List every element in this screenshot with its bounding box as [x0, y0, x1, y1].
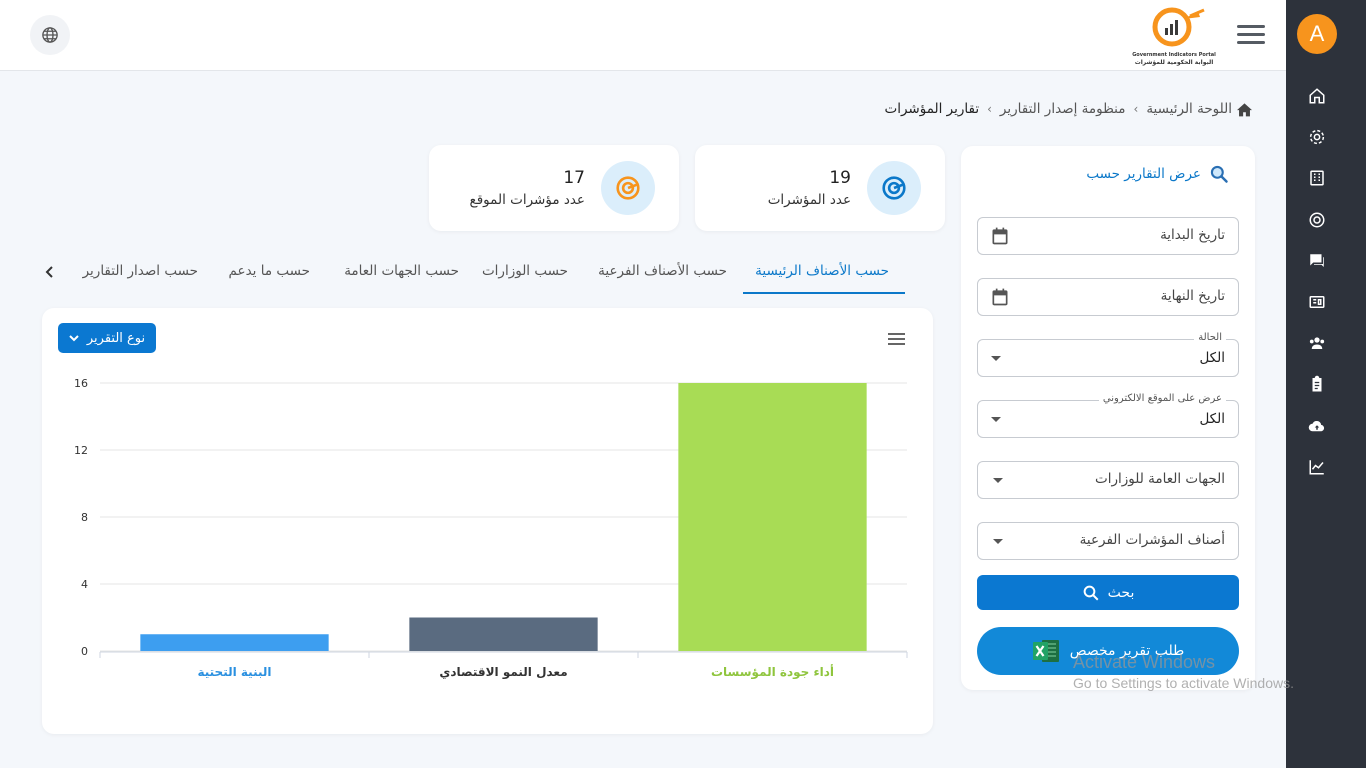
custom-report-button[interactable]: طلب تقرير مخصص [977, 627, 1239, 675]
filter-panel: عرض التقارير حسب تاريخ البداية تاريخ الن… [961, 146, 1255, 690]
x-category-label: أداء جودة المؤسسات [711, 664, 834, 680]
portal-logo[interactable]: Government Indicators Portal البوابة الح… [1132, 5, 1216, 66]
breadcrumb-separator: › [1133, 102, 1139, 116]
stat-card-indicators: 19 عدد المؤشرات [695, 145, 945, 231]
sidebar: A [1286, 0, 1366, 768]
clipboard-icon[interactable] [1307, 374, 1327, 394]
breadcrumb-separator: › [987, 102, 992, 116]
calendar-icon[interactable] [990, 226, 1010, 250]
report-type-dropdown[interactable]: نوع التقرير [58, 323, 156, 353]
bar [409, 617, 598, 651]
search-icon [1082, 584, 1100, 602]
x-category-label: البنية التحتية [197, 665, 271, 679]
status-value: الكل [1199, 350, 1225, 366]
user-avatar[interactable]: A [1297, 14, 1337, 54]
sub-categories-placeholder: أصناف المؤشرات الفرعية [1079, 532, 1225, 548]
end-date-placeholder: تاريخ النهاية [1160, 288, 1225, 304]
target-icon [616, 176, 640, 200]
chart-line-icon[interactable] [1307, 457, 1327, 477]
ministries-placeholder: الجهات العامة للوزارات [1095, 471, 1225, 487]
language-button[interactable] [30, 15, 70, 55]
caret-down-icon [991, 417, 1001, 422]
search-button[interactable]: بحث [977, 575, 1239, 610]
news-icon[interactable] [1307, 292, 1327, 312]
chart-card: 0 4 8 12 16 البنية التحتية معدل النمو الاقتصاد… [42, 308, 933, 734]
target-icon [882, 176, 906, 200]
breadcrumb: اللوحة الرئيسية › منظومة إصدار التقارير … [885, 101, 1254, 117]
chart-menu-icon[interactable] [888, 333, 905, 348]
excel-icon [1032, 639, 1060, 663]
custom-report-label: طلب تقرير مخصص [1069, 643, 1185, 659]
x-category-label: معدل النمو الاقتصادي [439, 665, 567, 680]
breadcrumb-section[interactable]: منظومة إصدار التقارير [999, 101, 1126, 117]
tab-ministries[interactable]: حسب الوزارات [481, 263, 568, 279]
search-button-label: بحث [1107, 584, 1135, 601]
website-display-select[interactable]: عرض على الموقع الالكتروني الكل [977, 393, 1239, 438]
stat-value: 17 [563, 168, 585, 188]
tab-public-entities[interactable]: حسب الجهات العامة [344, 263, 459, 279]
users-icon[interactable] [1307, 333, 1327, 353]
tab-sub-categories[interactable]: حسب الأصناف الفرعية [598, 263, 727, 279]
y-tick-label: 12 [74, 444, 88, 457]
stat-label: عدد المؤشرات [767, 192, 851, 208]
stat-card-site-indicators: 17 عدد مؤشرات الموقع [429, 145, 679, 231]
globe-icon [42, 27, 58, 43]
bar [140, 634, 329, 651]
tab-supports[interactable]: حسب ما يدعم [228, 263, 310, 279]
start-date-placeholder: تاريخ البداية [1160, 227, 1225, 243]
status-label: الحالة [1194, 332, 1226, 343]
home-icon[interactable] [1236, 102, 1253, 117]
stat-icon-bg [601, 161, 655, 215]
logo-text-en: Government Indicators Portal [1132, 52, 1216, 58]
cloud-upload-icon[interactable] [1307, 416, 1327, 436]
y-tick-label: 8 [81, 511, 88, 524]
website-display-value: الكل [1199, 411, 1225, 427]
stat-label: عدد مؤشرات الموقع [469, 192, 585, 208]
building-icon[interactable] [1307, 168, 1327, 188]
caret-down-icon [991, 356, 1001, 361]
filter-title: عرض التقارير حسب [1086, 164, 1229, 184]
chevron-left-icon[interactable] [44, 264, 56, 283]
y-tick-label: 16 [74, 377, 88, 390]
target-icon[interactable] [1307, 210, 1327, 230]
stat-icon-bg [867, 161, 921, 215]
caret-down-icon [993, 478, 1003, 483]
settings-icon[interactable] [1307, 127, 1327, 147]
stat-value: 19 [829, 168, 851, 188]
tab-report-issuance[interactable]: حسب اصدار التقارير [82, 263, 198, 279]
ministries-select[interactable]: الجهات العامة للوزارات [977, 461, 1239, 499]
calendar-icon[interactable] [990, 287, 1010, 311]
breadcrumb-home[interactable]: اللوحة الرئيسية [1146, 101, 1232, 117]
chevron-down-icon [69, 334, 79, 342]
chat-icon[interactable] [1307, 251, 1327, 271]
active-tab-indicator [743, 292, 905, 294]
report-type-label: نوع التقرير [86, 330, 146, 346]
caret-down-icon [993, 539, 1003, 544]
bar-chart: 0 4 8 12 16 البنية التحتية معدل النمو الاقتصاد… [74, 377, 908, 680]
y-tick-label: 0 [81, 645, 88, 658]
top-bar: Government Indicators Portal البوابة الح… [0, 0, 1286, 71]
home-icon[interactable] [1307, 86, 1327, 106]
sub-categories-select[interactable]: أصناف المؤشرات الفرعية [977, 522, 1239, 560]
breadcrumb-current: تقارير المؤشرات [884, 101, 980, 117]
search-icon [1209, 164, 1229, 184]
menu-toggle-button[interactable] [1237, 25, 1265, 45]
tab-main-categories[interactable]: حسب الأصناف الرئيسية [755, 263, 889, 279]
logo-text-ar: البوابة الحكومية للمؤشرات [1134, 59, 1214, 66]
start-date-field[interactable]: تاريخ البداية [977, 217, 1239, 255]
end-date-field[interactable]: تاريخ النهاية [977, 278, 1239, 316]
website-display-label: عرض على الموقع الالكتروني [1098, 393, 1226, 404]
y-tick-label: 4 [81, 578, 88, 591]
bar [678, 383, 867, 651]
report-tabs: حسب الأصناف الرئيسية حسب الأصناف الفرعية… [40, 255, 905, 295]
status-select[interactable]: الحالة الكل [977, 332, 1239, 377]
